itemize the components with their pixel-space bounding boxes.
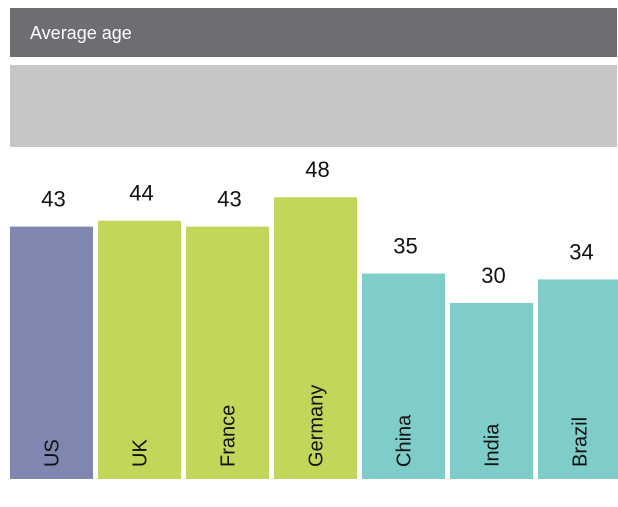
title-bar: Average age	[10, 8, 617, 57]
value-label-uk: 44	[129, 181, 153, 206]
category-label-germany: Germany	[306, 385, 328, 467]
bar-france	[186, 226, 269, 479]
category-label-china: China	[394, 414, 416, 467]
bar-india	[450, 302, 533, 479]
subtitle-band	[10, 65, 617, 147]
category-label-france: France	[218, 405, 240, 467]
value-label-china: 35	[393, 234, 417, 259]
bar-us	[10, 226, 93, 479]
chart-title: Average age	[30, 23, 132, 43]
value-label-us: 43	[41, 187, 65, 212]
value-label-brazil: 34	[569, 239, 593, 264]
value-label-france: 43	[217, 187, 241, 212]
value-label-india: 30	[481, 263, 505, 288]
bar-brazil	[538, 279, 618, 479]
category-label-india: India	[482, 423, 504, 467]
bar-germany	[274, 197, 357, 480]
bar-china	[362, 273, 445, 479]
category-label-us: US	[42, 439, 64, 467]
bar-uk	[98, 220, 181, 479]
value-label-germany: 48	[305, 157, 329, 182]
category-label-brazil: Brazil	[570, 417, 592, 467]
category-label-uk: UK	[130, 439, 152, 467]
